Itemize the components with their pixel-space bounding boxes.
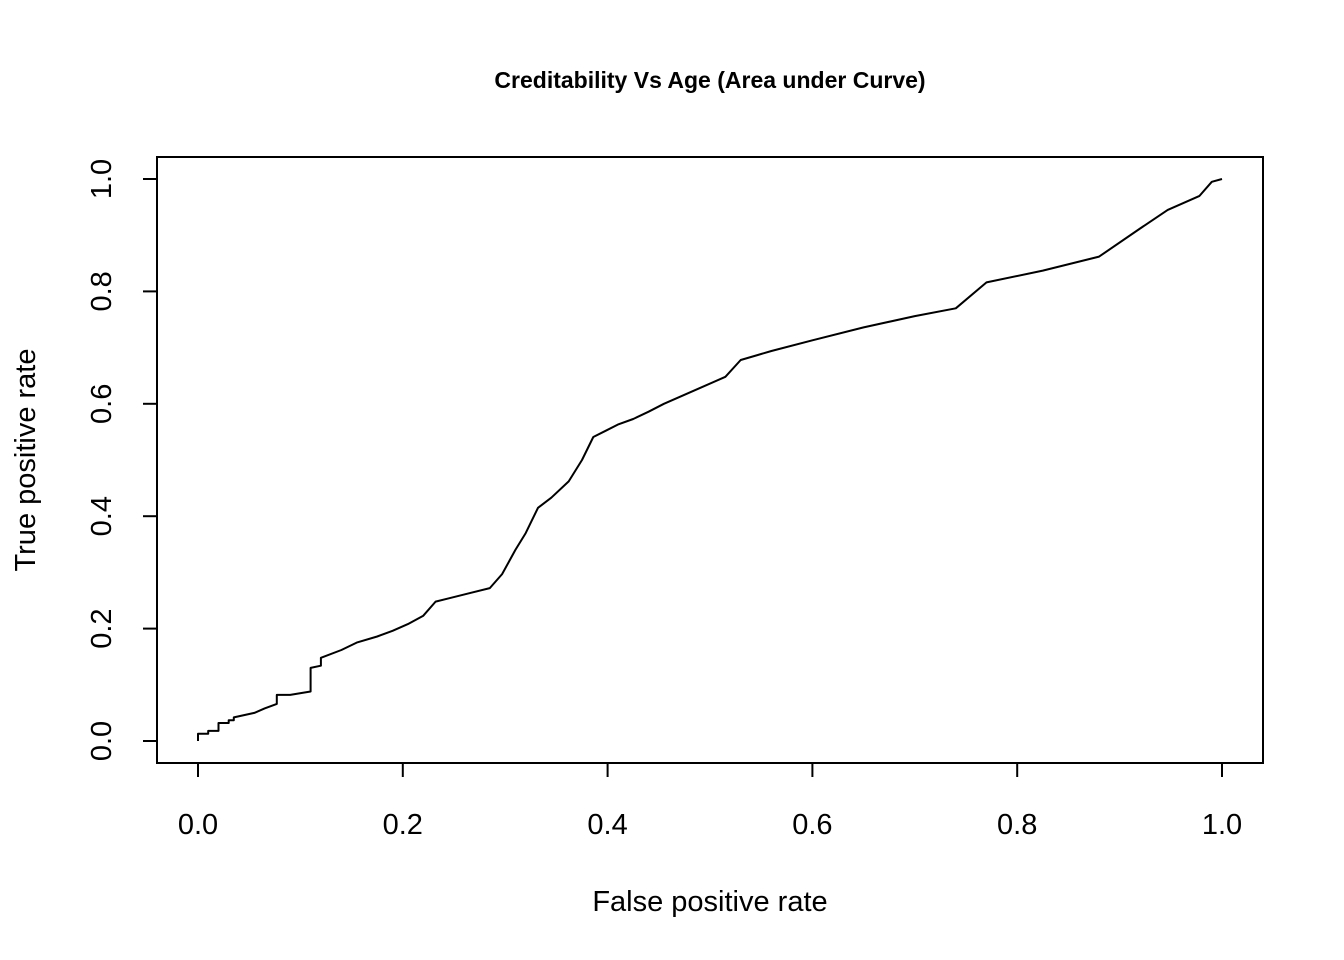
y-tick-label: 1.0 <box>86 159 118 199</box>
x-tick-label: 1.0 <box>1202 809 1242 841</box>
x-tick-label: 0.6 <box>792 809 832 841</box>
x-tick-label: 0.0 <box>178 809 218 841</box>
y-axis-label: True positive rate <box>10 349 42 572</box>
y-tick-label: 0.2 <box>86 608 118 648</box>
y-tick-label: 0.8 <box>86 271 118 311</box>
x-axis-label: False positive rate <box>592 886 827 918</box>
y-tick-label: 0.4 <box>86 496 118 536</box>
chart-title: Creditability Vs Age (Area under Curve) <box>494 67 925 93</box>
x-tick-label: 0.2 <box>383 809 423 841</box>
x-tick-label: 0.8 <box>997 809 1037 841</box>
x-axis: 0.0 0.2 0.4 0.6 0.8 1.0 <box>178 762 1242 841</box>
y-tick-label: 0.0 <box>86 721 118 761</box>
x-tick-label: 0.4 <box>587 809 627 841</box>
y-tick-label: 0.6 <box>86 384 118 424</box>
roc-curve-line <box>197 178 1223 741</box>
y-axis: 0.0 0.2 0.4 0.6 0.8 1.0 <box>86 159 158 761</box>
roc-curve-points <box>197 178 1223 742</box>
plot-frame <box>156 156 1264 764</box>
